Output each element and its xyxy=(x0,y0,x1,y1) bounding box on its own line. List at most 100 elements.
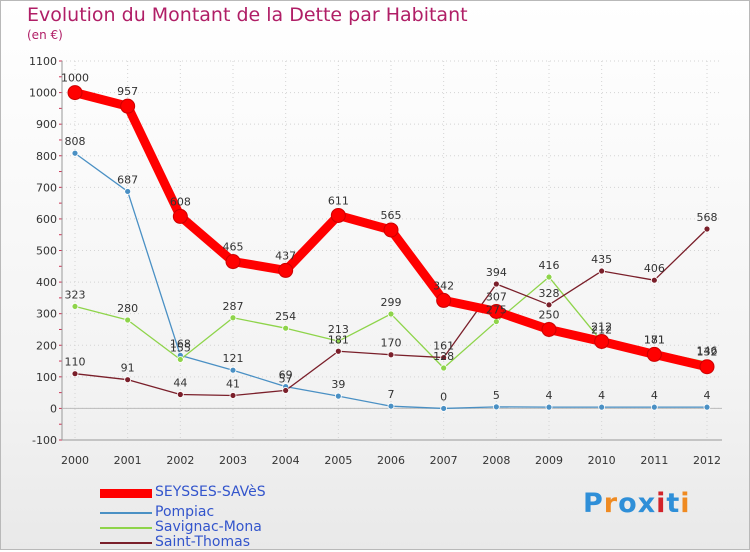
data-label: 957 xyxy=(117,85,138,98)
y-tick-label: 0 xyxy=(50,402,57,415)
data-label: 608 xyxy=(170,195,191,208)
data-label: 128 xyxy=(433,350,454,363)
data-point xyxy=(545,403,553,411)
data-label: 568 xyxy=(697,211,718,224)
data-point xyxy=(492,403,500,411)
data-point xyxy=(176,391,184,398)
proxiti-logo: Proxiti xyxy=(583,488,691,519)
legend-label: SEYSSES-SAVèS xyxy=(155,484,266,500)
logo-letter: t xyxy=(666,488,681,519)
data-point xyxy=(440,405,448,412)
legend-swatch xyxy=(100,512,152,514)
data-label: 132 xyxy=(697,346,718,359)
chart-subtitle: (en €) xyxy=(27,28,63,42)
legend-label: Pompiac xyxy=(155,504,215,520)
data-label: 307 xyxy=(486,290,507,303)
data-point xyxy=(278,262,294,278)
data-point xyxy=(387,310,395,318)
data-label: 181 xyxy=(328,333,349,346)
data-label: 168 xyxy=(170,337,191,350)
data-point xyxy=(598,267,606,275)
data-point xyxy=(440,354,448,361)
data-point xyxy=(436,292,452,308)
data-label: 161 xyxy=(433,340,454,353)
y-tick-label: 800 xyxy=(36,150,57,163)
data-label: 170 xyxy=(381,337,402,350)
data-label: 394 xyxy=(486,266,507,279)
data-point xyxy=(71,370,79,378)
logo-letter: x xyxy=(637,488,657,519)
y-tick-label: 600 xyxy=(36,213,57,226)
y-tick-label: 700 xyxy=(36,181,57,194)
data-point xyxy=(699,359,715,375)
data-label: 4 xyxy=(651,389,658,402)
axes: -100010020030040050060070080090010001100… xyxy=(29,55,722,467)
data-point xyxy=(650,403,658,411)
legend-label: Saint-Thomas xyxy=(155,534,250,550)
data-label: 0 xyxy=(440,390,447,403)
data-label: 250 xyxy=(539,308,560,321)
data-label: 328 xyxy=(539,287,560,300)
x-tick-label: 2002 xyxy=(166,454,194,467)
data-point xyxy=(330,207,346,223)
data-label: 435 xyxy=(591,253,612,266)
data-label: 1000 xyxy=(61,72,89,85)
data-label: 254 xyxy=(275,310,296,323)
data-label: 4 xyxy=(546,389,553,402)
x-tick-label: 2005 xyxy=(324,454,352,467)
data-label: 44 xyxy=(173,377,187,390)
legend-swatch xyxy=(100,527,152,529)
x-tick-label: 2003 xyxy=(219,454,247,467)
data-point xyxy=(334,337,342,345)
data-label: 465 xyxy=(223,241,244,254)
data-point xyxy=(650,276,658,284)
x-tick-label: 2012 xyxy=(693,454,721,467)
logo-letter: r xyxy=(603,488,619,519)
data-label: 146 xyxy=(697,344,718,357)
data-point xyxy=(545,301,553,309)
x-tick-label: 2009 xyxy=(535,454,563,467)
x-tick-label: 2004 xyxy=(272,454,300,467)
y-tick-label: -100 xyxy=(32,434,57,447)
data-label: 155 xyxy=(170,341,191,354)
data-point xyxy=(176,356,184,363)
data-point xyxy=(282,387,290,394)
data-point xyxy=(172,208,188,224)
x-tick-label: 2010 xyxy=(588,454,616,467)
data-label: 212 xyxy=(591,323,612,336)
data-point xyxy=(703,225,711,233)
data-label: 7 xyxy=(388,388,395,401)
data-label: 171 xyxy=(644,333,665,346)
y-tick-label: 1000 xyxy=(29,87,57,100)
x-tick-label: 2007 xyxy=(430,454,458,467)
x-tick-label: 2001 xyxy=(114,454,142,467)
data-point xyxy=(225,254,241,270)
data-point xyxy=(492,280,500,288)
data-point xyxy=(71,149,79,157)
data-label: 416 xyxy=(539,259,560,272)
data-point xyxy=(703,403,711,411)
x-tick-label: 2000 xyxy=(61,454,89,467)
data-label: 212 xyxy=(591,320,612,333)
data-point xyxy=(282,324,290,332)
data-point xyxy=(488,303,504,319)
data-point xyxy=(387,402,395,410)
data-label: 213 xyxy=(328,323,349,336)
data-label: 5 xyxy=(493,389,500,402)
data-label: 437 xyxy=(275,249,296,262)
data-label: 121 xyxy=(223,352,244,365)
data-label: 611 xyxy=(328,194,349,207)
data-point xyxy=(229,392,237,399)
data-point xyxy=(492,318,500,325)
data-label: 275 xyxy=(486,304,507,317)
data-point xyxy=(67,85,83,101)
data-point xyxy=(383,222,399,238)
y-tick-label: 500 xyxy=(36,245,57,258)
data-point xyxy=(71,303,79,310)
data-point xyxy=(229,314,237,322)
logo-letter: i xyxy=(680,488,691,519)
data-label: 565 xyxy=(381,209,402,222)
data-point xyxy=(646,346,662,362)
data-label: 299 xyxy=(381,296,402,309)
